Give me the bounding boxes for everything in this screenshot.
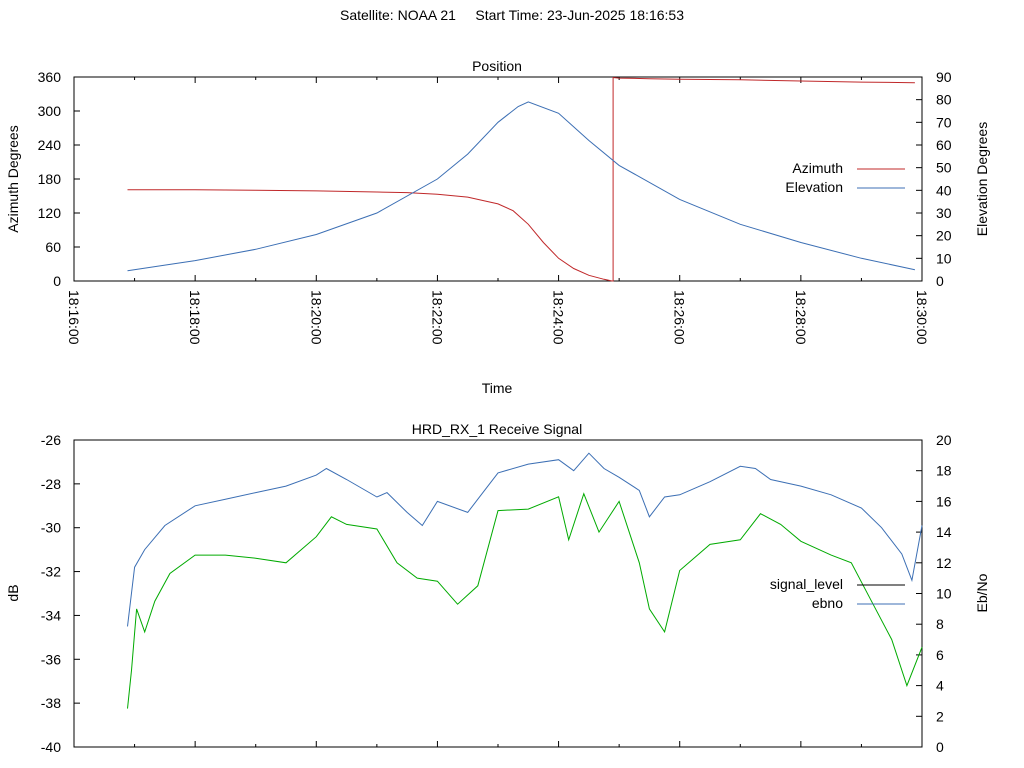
signal-y2tick-label: 10 [936, 586, 952, 602]
position-y2tick-label: 60 [936, 137, 952, 153]
signal-y2tick-label: 4 [936, 678, 944, 694]
position-ytick-label: 180 [38, 171, 62, 187]
signal-y2tick-label: 14 [936, 524, 952, 540]
signal-y2tick-label: 16 [936, 493, 952, 509]
signal-chart: HRD_RX_1 Receive Signal -40 -38 -36 -34 -32 -… [5, 421, 990, 755]
position-title: Position [472, 58, 522, 74]
position-xtick-label: 18:16:00 [66, 290, 82, 345]
page-title: Satellite: NOAA 21 Start Time: 23-Jun-20… [0, 7, 1024, 23]
position-y2tick-label: 90 [936, 69, 952, 85]
position-y2tick-label: 10 [936, 250, 952, 266]
signal-y2tick-label: 8 [936, 616, 944, 632]
position-xtick-label: 18:28:00 [793, 290, 809, 345]
position-y2tick-label: 80 [936, 92, 952, 108]
signal-title: HRD_RX_1 Receive Signal [412, 421, 582, 437]
signal-y2label: Eb/No [974, 573, 990, 612]
position-xtick-label: 18:18:00 [187, 290, 203, 345]
position-xtick-label: 18:24:00 [551, 290, 567, 345]
signal-ytick-label: -28 [41, 476, 61, 492]
position-ylabel: Azimuth Degrees [5, 125, 21, 232]
position-ytick-label: 60 [45, 239, 61, 255]
position-ytick-label: 300 [38, 103, 62, 119]
position-y2label: Elevation Degrees [974, 122, 990, 236]
position-chart: Position 0 60 120 180 240 300 360 0 10 20 30 40 50 60… [5, 58, 990, 396]
start-time-label: Start Time: 23-Jun-2025 18:16:53 [475, 7, 684, 23]
signal-y2tick-label: 2 [936, 708, 944, 724]
signal-ytick-label: -34 [41, 607, 61, 623]
signal-y2tick-label: 6 [936, 647, 944, 663]
signal-ylabel: dB [5, 584, 21, 601]
series-azimuth [127, 77, 915, 282]
position-xlabel: Time [482, 380, 513, 396]
signal-plot-frame [73, 439, 923, 748]
signal-ytick-label: -40 [41, 739, 61, 755]
position-xtick-label: 18:30:00 [914, 290, 930, 345]
signal-y2tick-label: 0 [936, 739, 944, 755]
legend-label-elevation: Elevation [785, 179, 843, 195]
position-y2tick-label: 40 [936, 182, 952, 198]
signal-y2tick-label: 12 [936, 555, 952, 571]
signal-ytick-label: -32 [41, 564, 61, 580]
satellite-label: Satellite: NOAA 21 [340, 7, 456, 23]
signal-ytick-label: -36 [41, 651, 61, 667]
position-xtick-label: 18:22:00 [429, 290, 445, 345]
position-y2tick-label: 0 [936, 273, 944, 289]
position-y2tick-label: 30 [936, 205, 952, 221]
position-xtick-label: 18:20:00 [308, 290, 324, 345]
legend-label-ebno: ebno [812, 595, 843, 611]
position-ytick-label: 360 [38, 69, 62, 85]
position-ytick-label: 240 [38, 137, 62, 153]
signal-y2tick-label: 18 [936, 463, 952, 479]
position-ytick-label: 0 [53, 273, 61, 289]
series-ebno [127, 492, 923, 709]
series-elevation [127, 101, 916, 272]
position-ytick-label: 120 [38, 205, 62, 221]
legend-label-azimuth: Azimuth [792, 160, 843, 176]
signal-legend: signal_level ebno [770, 576, 905, 611]
position-y2tick-label: 20 [936, 228, 952, 244]
signal-ytick-label: -30 [41, 520, 61, 536]
position-y2tick-label: 50 [936, 160, 952, 176]
position-y2tick-label: 70 [936, 114, 952, 130]
signal-ytick-label: -38 [41, 695, 61, 711]
position-xtick-label: 18:26:00 [672, 290, 688, 345]
signal-ytick-label: -26 [41, 432, 61, 448]
position-legend: Azimuth Elevation [785, 160, 905, 195]
legend-label-signal-level: signal_level [770, 576, 843, 592]
signal-y2tick-label: 20 [936, 432, 952, 448]
series-signal-level [127, 452, 923, 627]
